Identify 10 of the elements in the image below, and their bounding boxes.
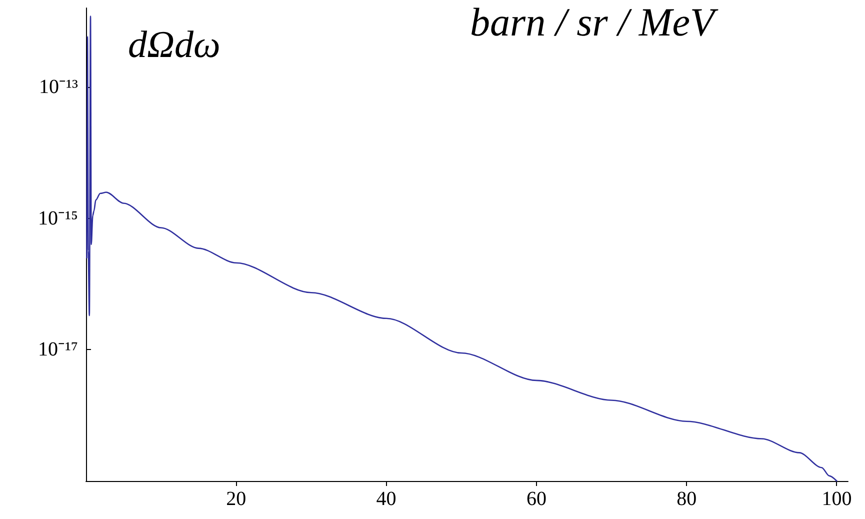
x-tick-label: 100 <box>822 488 852 510</box>
x-tick-label: 40 <box>376 488 396 510</box>
y-tick-label: 10⁻¹³ <box>39 76 78 98</box>
x-tick-label: 80 <box>676 488 697 510</box>
y-tick-label: 10⁻¹⁵ <box>38 207 78 230</box>
x-tick-label: 60 <box>526 488 546 510</box>
annotation: barn / sr / MeV <box>470 0 719 44</box>
x-tick-label: 20 <box>226 488 246 510</box>
y-axis-title: dΩdω <box>128 24 220 66</box>
y-tick-label: 10⁻¹⁷ <box>38 338 78 361</box>
